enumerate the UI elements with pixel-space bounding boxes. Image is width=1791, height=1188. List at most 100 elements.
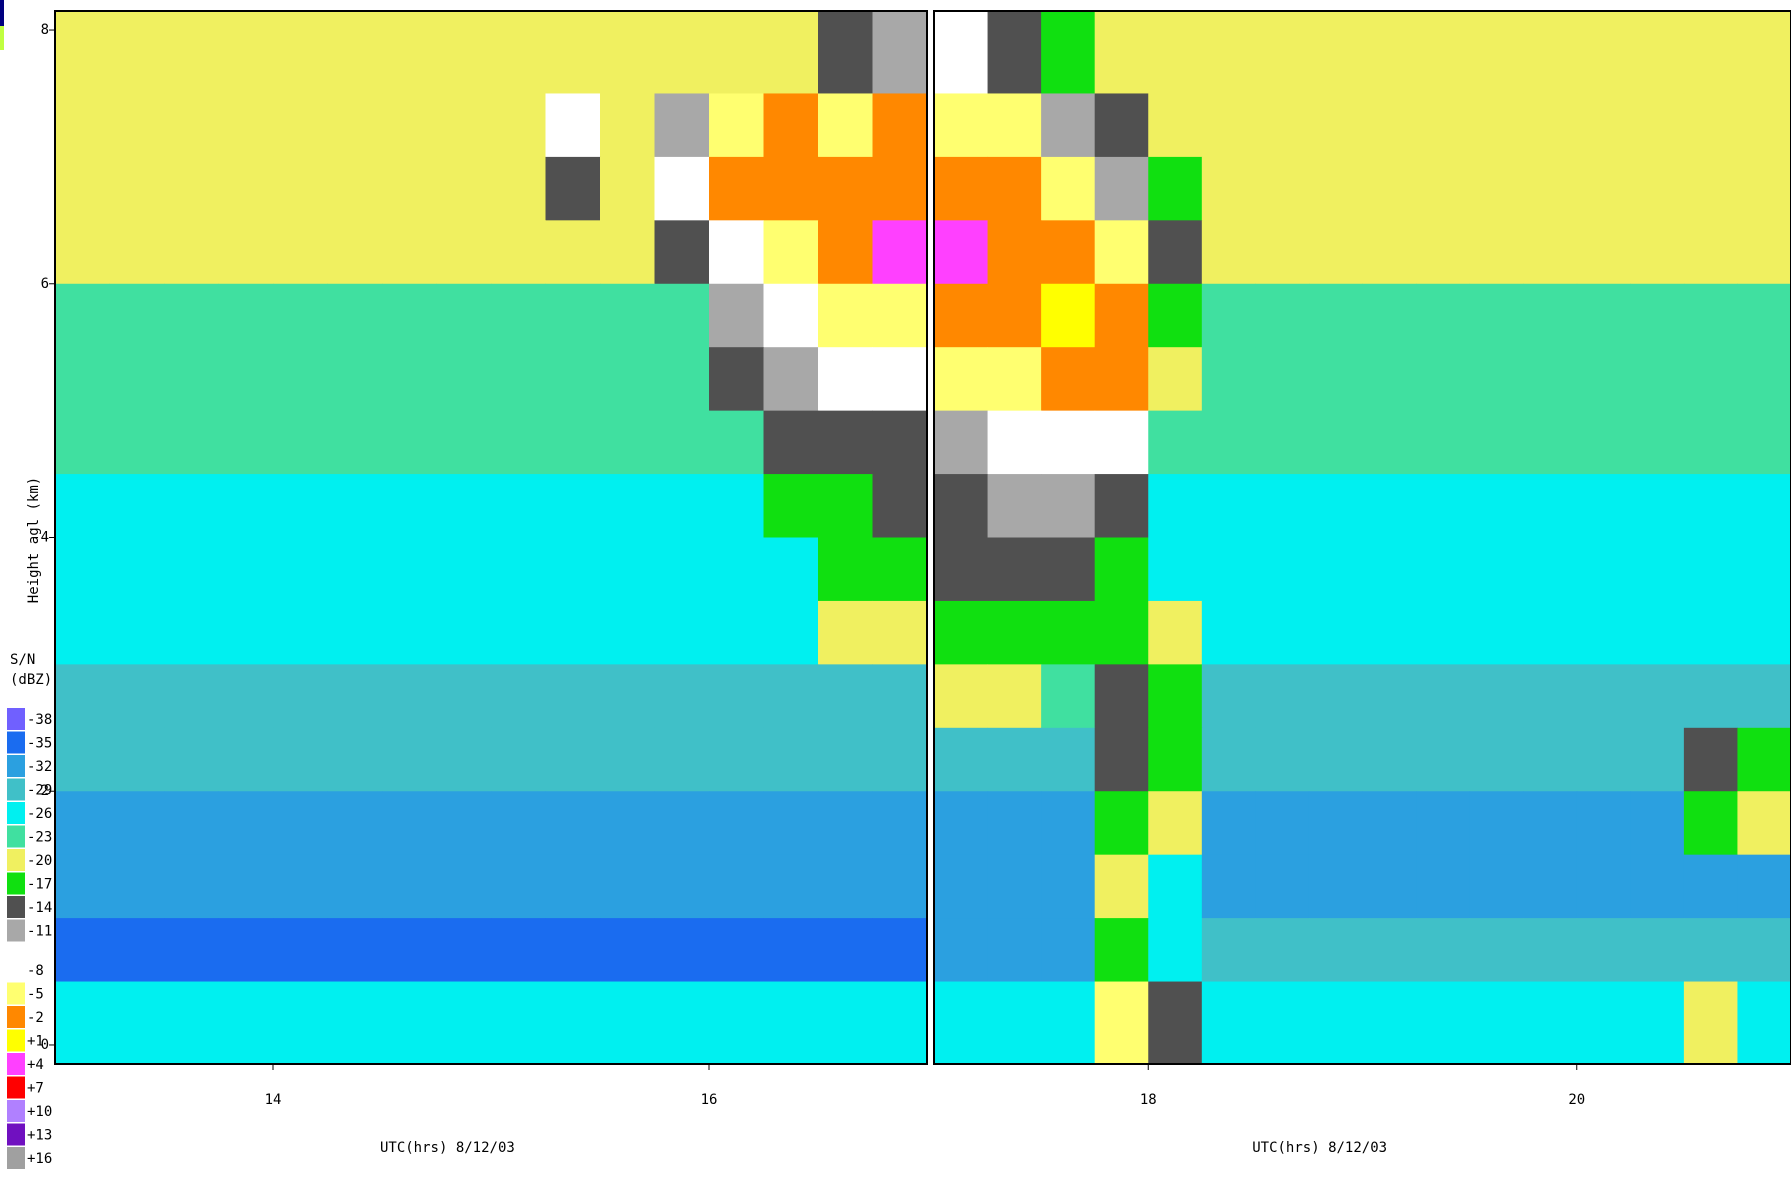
heatmap-cell <box>382 93 437 158</box>
heatmap-cell <box>327 981 383 1065</box>
heatmap-cell <box>545 537 601 602</box>
heatmap-cell <box>1523 347 1578 412</box>
heatmap-cell <box>1255 11 1310 94</box>
heatmap-cell <box>1737 854 1791 919</box>
heatmap-cell <box>1041 156 1096 221</box>
heatmap-cell <box>109 600 165 665</box>
heatmap-cell <box>1737 410 1791 475</box>
heatmap-cell <box>818 474 873 538</box>
heatmap-cell <box>763 600 819 665</box>
heatmap-cell <box>1737 156 1791 221</box>
colorbar-swatch <box>7 1029 25 1052</box>
heatmap-cell <box>987 474 1042 538</box>
heatmap-cell <box>1094 410 1149 475</box>
heatmap-cell <box>436 854 492 919</box>
heatmap-cell <box>1362 791 1417 856</box>
heatmap-cell <box>1523 664 1578 729</box>
heatmap-cell <box>1469 727 1524 792</box>
heatmap-cell <box>1416 854 1471 919</box>
heatmap-cell <box>600 854 655 919</box>
heatmap-cell <box>763 854 819 919</box>
heatmap-cell <box>273 283 328 348</box>
heatmap-cell <box>1630 664 1685 729</box>
heatmap-cell <box>872 727 928 792</box>
heatmap-cell <box>491 727 546 792</box>
heatmap-cell <box>1308 156 1363 221</box>
colorbar-swatch <box>7 731 25 754</box>
heatmap-cell <box>709 791 764 856</box>
heatmap-cell <box>1255 727 1310 792</box>
heatmap-cell <box>654 347 710 412</box>
heatmap-cell <box>600 93 655 158</box>
heatmap-cell <box>1416 156 1471 221</box>
heatmap-cell <box>1737 981 1791 1065</box>
heatmap-cell <box>164 220 219 285</box>
heatmap-cell <box>1094 727 1149 792</box>
heatmap-cell <box>1416 600 1471 665</box>
heatmap-cell <box>545 600 601 665</box>
heatmap-cell <box>273 11 328 94</box>
heatmap-cell <box>1362 854 1417 919</box>
heatmap-cell <box>1041 600 1096 665</box>
heatmap-cell <box>1576 981 1631 1065</box>
heatmap-cell <box>1576 220 1631 285</box>
heatmap-cell <box>1683 220 1738 285</box>
heatmap-cell <box>545 474 601 538</box>
heatmap-cell <box>934 791 989 856</box>
heatmap-cell <box>545 220 601 285</box>
heatmap-cell <box>1737 664 1791 729</box>
heatmap-cell <box>1201 981 1256 1065</box>
heatmap-cell <box>327 93 383 158</box>
heatmap-cell <box>109 664 165 729</box>
heatmap-cell <box>1416 664 1471 729</box>
heatmap-cell <box>1469 156 1524 221</box>
x-tick-label: 16 <box>701 1092 718 1108</box>
heatmap-cell <box>934 854 989 919</box>
heatmap-cell <box>709 11 764 94</box>
heatmap-cell <box>818 600 873 665</box>
heatmap-cell <box>1683 474 1738 538</box>
heatmap-cell <box>491 537 546 602</box>
heatmap-cell <box>1737 791 1791 856</box>
heatmap-cell <box>934 347 989 412</box>
colorbar-label: -29 <box>27 783 52 799</box>
heatmap-cell <box>1041 664 1096 729</box>
heatmap-cell <box>1523 474 1578 538</box>
heatmap-cell <box>1255 664 1310 729</box>
colorbar-unit: (dBZ) <box>10 672 52 688</box>
colorbar-label: +1 <box>27 1034 44 1050</box>
heatmap-cell <box>382 283 437 348</box>
heatmap-cell <box>654 283 710 348</box>
heatmap-cell <box>987 537 1042 602</box>
heatmap-cell <box>1255 220 1310 285</box>
heatmap-cell <box>273 854 328 919</box>
heatmap-cell <box>1683 283 1738 348</box>
heatmap-cell <box>1416 474 1471 538</box>
heatmap-cell <box>109 918 165 983</box>
heatmap-cell <box>1094 918 1149 983</box>
heatmap-cell <box>763 283 819 348</box>
heatmap-cell <box>818 156 873 221</box>
heatmap-cell <box>818 11 873 94</box>
heatmap-cell <box>109 156 165 221</box>
heatmap-cell <box>327 600 383 665</box>
heatmap-cell <box>1469 854 1524 919</box>
heatmap-cell <box>709 537 764 602</box>
heatmap-cell <box>1576 600 1631 665</box>
heatmap-cell <box>382 791 437 856</box>
heatmap-cell <box>934 600 989 665</box>
heatmap-cell <box>1308 220 1363 285</box>
heatmap-cell <box>1523 727 1578 792</box>
heatmap-cell <box>872 283 928 348</box>
heatmap-cell <box>1630 854 1685 919</box>
heatmap-cell <box>218 854 274 919</box>
heatmap-cell <box>987 11 1042 94</box>
heatmap-cell <box>273 347 328 412</box>
heatmap-cell <box>1041 410 1096 475</box>
heatmap-cell <box>818 410 873 475</box>
heatmap-cell <box>327 11 383 94</box>
heatmap-cell <box>164 156 219 221</box>
heatmap-cell <box>164 474 219 538</box>
heatmap-cell <box>709 347 764 412</box>
heatmap-cell <box>273 474 328 538</box>
